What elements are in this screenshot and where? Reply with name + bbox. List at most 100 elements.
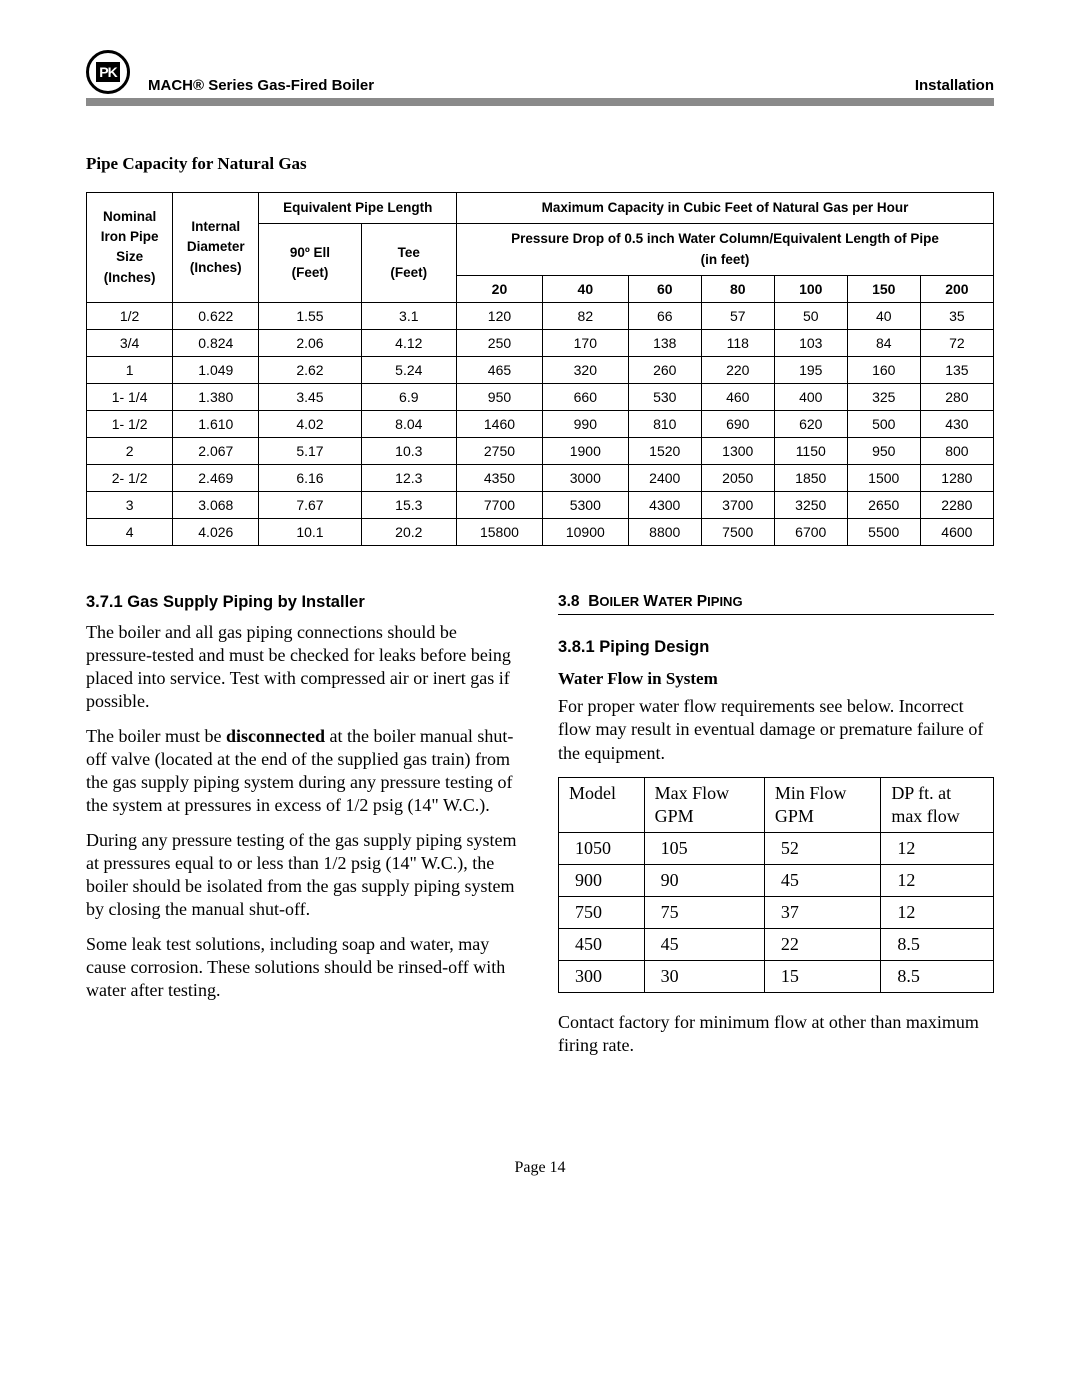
header-row: PK MACH® Series Gas-Fired Boiler Install… [86,50,994,94]
table-row: 1- 1/21.6104.028.04146099081069062050043… [87,410,994,437]
table-cell: 280 [920,383,993,410]
table-cell: 465 [457,356,543,383]
table-cell: 2750 [457,437,543,464]
table-cell: 4600 [920,518,993,545]
right-p2: Contact factory for minimum flow at othe… [558,1011,994,1057]
table1-caption: Pipe Capacity for Natural Gas [86,154,994,174]
left-p3: During any pressure testing of the gas s… [86,829,522,921]
table-cell: 5300 [542,491,628,518]
table-cell: 8800 [628,518,701,545]
page-footer: Page 14 [86,1159,994,1177]
left-p2a: The boiler must be [86,726,226,746]
sec-38-num: 3.8 [558,593,580,610]
table-row: 3/40.8242.064.122501701381181038472 [87,329,994,356]
table-cell: 0.622 [173,302,259,329]
table-cell: 1500 [847,464,920,491]
flow-h-min: Min FlowGPM [764,777,880,832]
sec-371-heading: 3.7.1 Gas Supply Piping by Installer [86,592,522,613]
table-cell: 530 [628,383,701,410]
table-cell: 3.068 [173,491,259,518]
table-cell: 135 [920,356,993,383]
len-150: 150 [847,275,920,302]
table-cell: 2050 [701,464,774,491]
table-row: 750753712 [559,896,994,928]
table-cell: 325 [847,383,920,410]
table-cell: 450 [559,928,645,960]
table-cell: 430 [920,410,993,437]
table-cell: 250 [457,329,543,356]
table-row: 1- 1/41.3803.456.9950660530460400325280 [87,383,994,410]
right-column: 3.8 BOILER WATER PIPING 3.8.1 Piping Des… [558,592,994,1069]
table-cell: 72 [920,329,993,356]
table-cell: 2- 1/2 [87,464,173,491]
table-cell: 2400 [628,464,701,491]
doc-title: MACH® Series Gas-Fired Boiler [148,77,374,94]
table-cell: 3.45 [259,383,361,410]
pipe-capacity-table: NominalIron PipeSize(Inches) InternalDia… [86,192,994,546]
table-cell: 1150 [774,437,847,464]
table-cell: 120 [457,302,543,329]
table-cell: 320 [542,356,628,383]
table-cell: 105 [644,832,764,864]
table-row: 33.0687.6715.377005300430037003250265022… [87,491,994,518]
table-cell: 300 [559,960,645,992]
table-cell: 7500 [701,518,774,545]
table-row: 2- 1/22.4696.1612.3435030002400205018501… [87,464,994,491]
table-cell: 900 [559,864,645,896]
table-cell: 50 [774,302,847,329]
table-cell: 2.06 [259,329,361,356]
table-cell: 220 [701,356,774,383]
table-cell: 37 [764,896,880,928]
table-cell: 6.9 [361,383,457,410]
table-cell: 3/4 [87,329,173,356]
table-cell: 810 [628,410,701,437]
len-20: 20 [457,275,543,302]
table-cell: 4.12 [361,329,457,356]
table-cell: 660 [542,383,628,410]
table-cell: 3.1 [361,302,457,329]
table-cell: 10.3 [361,437,457,464]
sec-381-heading: 3.8.1 Piping Design [558,637,994,658]
table-cell: 2.067 [173,437,259,464]
header-left: PK MACH® Series Gas-Fired Boiler [86,50,374,94]
len-100: 100 [774,275,847,302]
col-internal: InternalDiameter(Inches) [173,193,259,303]
table-cell: 15800 [457,518,543,545]
section-name: Installation [915,77,994,94]
logo-icon: PK [86,50,130,94]
table-cell: 4300 [628,491,701,518]
table-cell: 7700 [457,491,543,518]
flow-h-max: Max FlowGPM [644,777,764,832]
table-cell: 45 [644,928,764,960]
table-cell: 260 [628,356,701,383]
table-cell: 8.04 [361,410,457,437]
len-60: 60 [628,275,701,302]
table-cell: 12 [881,832,994,864]
table-row: 900904512 [559,864,994,896]
left-p2b: disconnected [226,726,325,746]
table-cell: 750 [559,896,645,928]
table-cell: 2.62 [259,356,361,383]
table-row: 11.0492.625.24465320260220195160135 [87,356,994,383]
logo-text: PK [96,62,119,82]
table-cell: 15 [764,960,880,992]
table-cell: 30 [644,960,764,992]
left-p4: Some leak test solutions, including soap… [86,933,522,1002]
table-row: 45045228.5 [559,928,994,960]
left-p2: The boiler must be disconnected at the b… [86,725,522,817]
table-cell: 1280 [920,464,993,491]
two-column-body: 3.7.1 Gas Supply Piping by Installer The… [86,592,994,1069]
right-p1: For proper water flow requirements see b… [558,695,994,764]
col-maxcap: Maximum Capacity in Cubic Feet of Natura… [457,193,994,224]
table-cell: 1.55 [259,302,361,329]
sec-38-text: BOILER WATER PIPING [588,593,742,610]
len-200: 200 [920,275,993,302]
table-cell: 118 [701,329,774,356]
table-cell: 2 [87,437,173,464]
water-flow-subhead: Water Flow in System [558,668,994,690]
table-cell: 1.610 [173,410,259,437]
table-cell: 3250 [774,491,847,518]
col-equiv: Equivalent Pipe Length [259,193,457,224]
flow-h-model: Model [559,777,645,832]
sec-38-heading: 3.8 BOILER WATER PIPING [558,592,994,615]
